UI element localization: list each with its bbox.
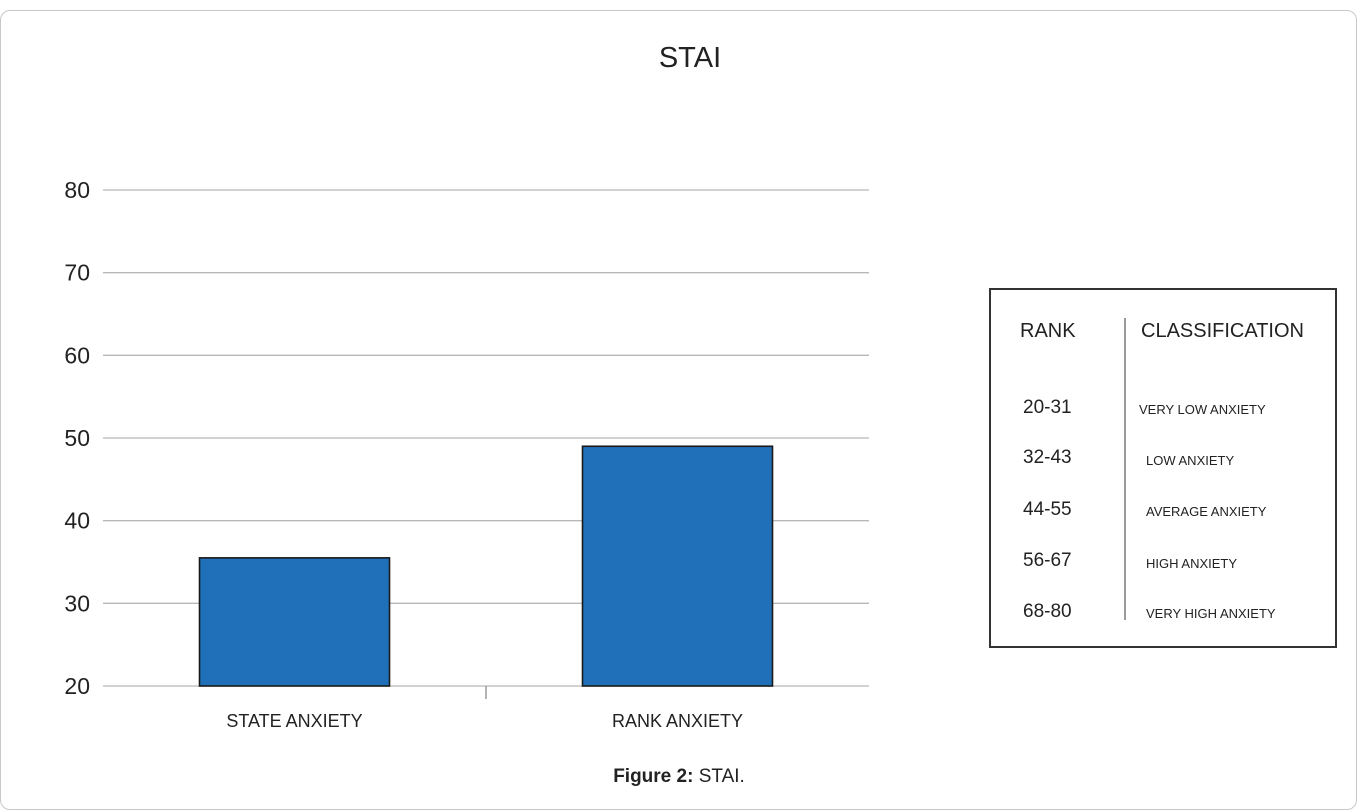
rank-range: 56-67 <box>1023 550 1072 571</box>
y-tick-label: 50 <box>64 425 90 451</box>
caption-label: Figure 2: <box>613 766 694 787</box>
y-tick-label: 30 <box>64 590 90 616</box>
y-tick-label: 20 <box>64 673 90 699</box>
caption-text: STAI. <box>693 766 745 787</box>
y-tick-label: 70 <box>64 260 90 286</box>
rank-table-divider <box>1124 318 1126 620</box>
rank-classification: LOW ANXIETY <box>1146 453 1235 468</box>
y-tick-label: 80 <box>64 177 90 203</box>
rank-range: 44-55 <box>1023 499 1072 520</box>
classification-header: CLASSIFICATION <box>1141 320 1304 342</box>
rank-range: 20-31 <box>1023 397 1072 418</box>
chart-title: STAI <box>658 42 722 74</box>
rank-classification: VERY LOW ANXIETY <box>1139 402 1266 417</box>
rank-header: RANK <box>1020 320 1076 342</box>
bar <box>581 445 774 687</box>
bar <box>198 557 391 687</box>
rank-classification: AVERAGE ANXIETY <box>1146 504 1267 519</box>
rank-range: 32-43 <box>1023 447 1072 468</box>
figure-caption: Figure 2: STAI. <box>0 766 1358 788</box>
rank-range: 68-80 <box>1023 601 1072 622</box>
x-category-label: STATE ANXIETY <box>226 711 362 731</box>
y-tick-label: 60 <box>64 342 90 368</box>
rank-classification: VERY HIGH ANXIETY <box>1146 606 1276 621</box>
y-tick-label: 40 <box>64 508 90 534</box>
rank-classification-table: RANK CLASSIFICATION 20-31 VERY LOW ANXIE… <box>989 288 1337 648</box>
rank-classification: HIGH ANXIETY <box>1146 556 1238 571</box>
x-category-label: RANK ANXIETY <box>612 711 743 731</box>
